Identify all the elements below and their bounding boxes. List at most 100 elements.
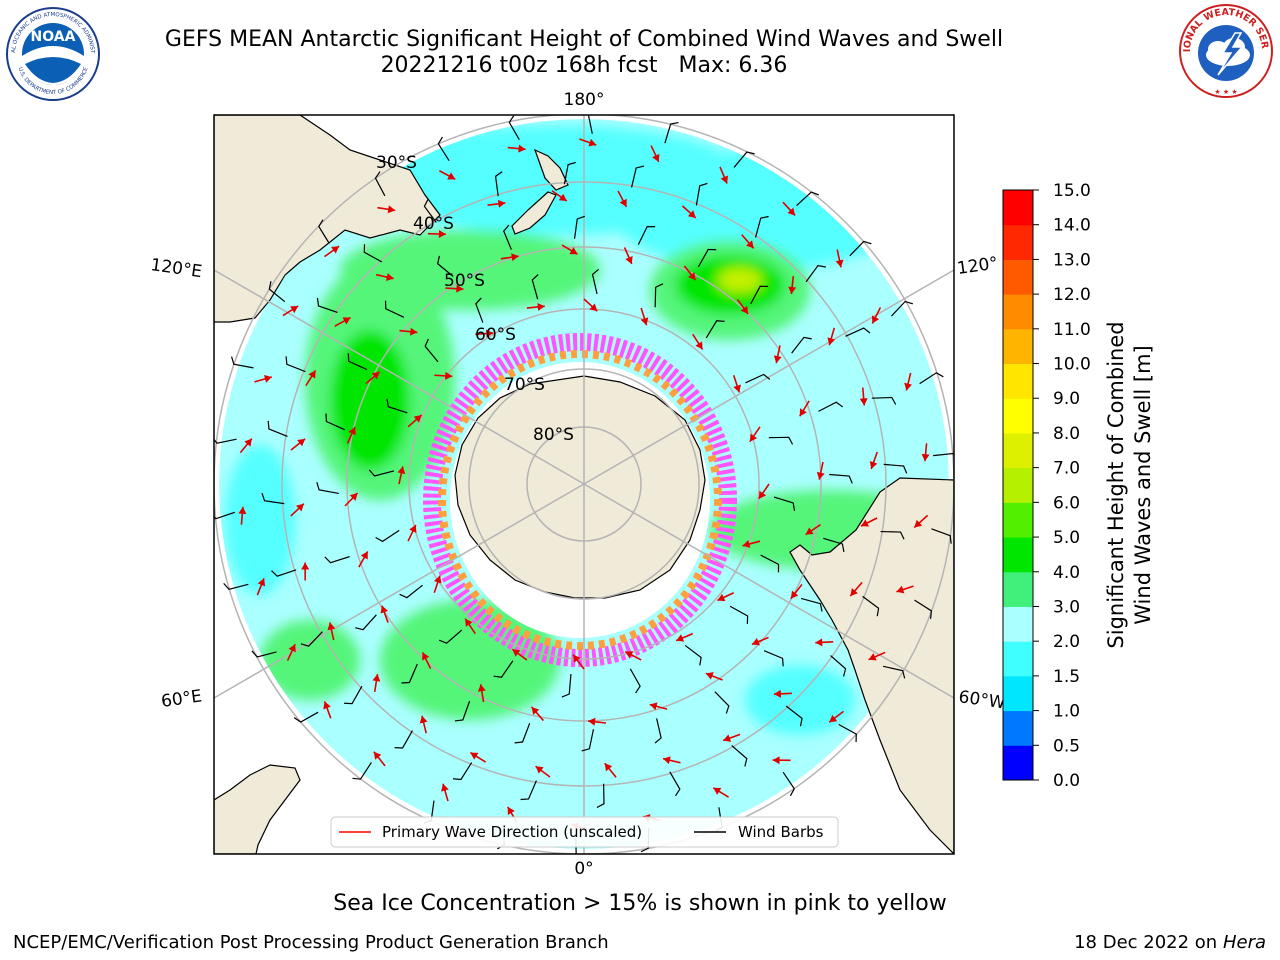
wind-barb [318,219,330,244]
colorbar-tick-label: 5.0 [1053,528,1080,548]
wind-barb [438,629,463,644]
wind-barb [267,420,288,437]
wind-barb [745,373,771,384]
wind-barb [838,723,857,743]
wave-arrow-head [649,702,658,711]
wind-barb [654,283,664,308]
colorbar-tick-label: 9.0 [1053,389,1080,409]
wave-direction-legend-label: Primary Wave Direction (unscaled) [382,823,642,841]
wind-barb [261,492,285,505]
wave-arrow-head [742,540,751,548]
colorbar-tick-label: 1.0 [1053,702,1080,722]
wave-arrow-head [640,317,649,326]
colorbar: 0.0 0.5 1.0 1.5 2.0 3.0 4.0 5.0 6.0 7.0 8.0 9.0 10.0… [1002,181,1091,791]
wave-arrow-head [348,427,356,436]
wave-arrow-head [511,253,519,262]
wave-arrow-head [589,303,598,312]
wave-arrow-head [695,341,703,350]
wind-barb [384,300,405,318]
wind-barbs-legend-label: Wind Barbs [738,823,824,841]
colorbar-segment [1003,294,1033,330]
wave-arrow-head [238,506,247,515]
wave-arrow-head [713,787,722,795]
wind-barb [823,537,845,553]
lon-label-180: 180° [564,90,605,110]
wave-arrow-head [733,384,741,393]
wind-barb [386,398,408,414]
wave-arrow-head [827,337,836,346]
lon-label-60e: 60°E [160,686,203,711]
wind-barb [705,320,725,339]
wind-barb [300,631,323,647]
colorbar-segment [1003,606,1033,642]
run-info: 20221216 t00z 168h fcst [380,53,658,78]
wave-arrow-head [531,706,540,715]
wind-barb [883,665,906,679]
wave-arrow-head [419,715,428,724]
wind-barb [669,771,681,797]
wind-barb [800,597,823,612]
wind-barb [862,595,880,617]
wind-barb [596,783,605,809]
wind-barb [368,469,395,477]
wave-arrow-head [342,317,351,325]
wave-arrow-head [372,674,381,682]
wind-barb [437,255,454,277]
wind-barb [363,244,383,263]
wind-barb [880,530,905,540]
wind-barb [423,198,437,223]
wind-barb [750,285,769,305]
colorbar-tick-label: 7.0 [1053,459,1080,479]
wave-arrow-head [465,618,473,627]
wind-barb [782,771,795,797]
wave-arrow-head [447,172,456,180]
wave-arrow-head [772,756,780,765]
noaa-logo: NOAA NATIONAL OCEANIC AND ATMOSPHERIC AD… [5,6,100,101]
colorbar-tick-label: 1.5 [1053,667,1080,687]
wind-barb [591,268,600,295]
lat-label-80s: 80°S [533,425,574,445]
wave-arrow-head [360,551,368,560]
wave-arrow-head [397,466,406,475]
colorbar-tick-label: 0.5 [1053,736,1080,756]
colorbar-tick-label: 2.0 [1053,632,1080,652]
colorbar-segment [1003,224,1033,260]
wind-barb [324,556,350,564]
wave-arrow-head [244,438,252,447]
footer-machine: Hera [1222,932,1266,953]
wave-arrow-head [573,654,581,663]
wind-barb [684,644,702,666]
wave-arrow-head [535,766,544,774]
footer-date: 18 Dec 2022 on Hera [1074,932,1266,953]
wave-arrow-head [816,471,825,480]
lat-label-50s: 50°S [444,271,485,291]
wind-barb [581,729,595,752]
noaa-logo-text: NOAA [31,29,76,45]
wave-arrow-head [687,210,696,218]
nws-logo: NATIONAL WEATHER SERVICE ★ ★ ★ [1178,3,1273,98]
wave-arrow-head [723,734,732,742]
wind-barb [355,614,377,631]
svg-text:★ ★ ★: ★ ★ ★ [1214,88,1237,96]
lat-label-60s: 60°S [475,325,516,345]
wave-arrow-head [717,593,726,602]
wave-arrow-head [773,689,782,698]
wind-barb [424,338,439,363]
wave-arrow-head [720,175,729,184]
wind-barb [214,511,236,520]
colorbar-segment [1003,363,1033,399]
wind-barb [452,762,473,781]
wind-barb [285,356,306,373]
wave-arrow-head [387,205,396,214]
wave-arrow-head [868,653,877,661]
wave-direction-arrows [238,138,930,831]
wind-barb [754,215,769,238]
wind-barb [697,248,717,268]
sea-ice-note: Sea Ice Concentration > 15% is shown in … [333,891,947,916]
wave-arrow-head [409,524,417,533]
wave-arrow-head [290,306,299,314]
wave-arrow-head [829,714,838,723]
wind-barb [375,529,400,543]
wind-barb [561,674,572,698]
wind-barb [437,136,450,162]
